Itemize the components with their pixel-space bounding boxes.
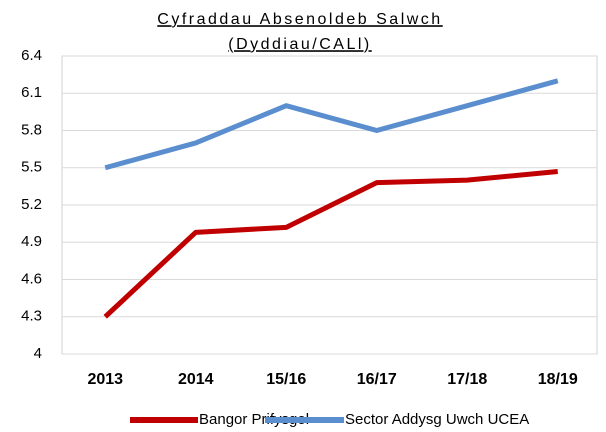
y-tick-label: 5.2: [21, 196, 42, 213]
y-tick-label: 5.8: [21, 121, 42, 138]
series-line: [104, 78, 559, 171]
y-tick-label: 4: [34, 345, 42, 362]
legend-label: Bangor Prifysgol: [199, 411, 309, 428]
chart-subtitle: (Dyddiau/CALl): [228, 36, 371, 53]
x-tick-label: 2014: [178, 371, 214, 388]
y-tick-label: 4.9: [21, 233, 42, 250]
x-tick-label: 17/18: [447, 371, 487, 388]
series-line: [103, 168, 558, 319]
y-tick-label: 4.3: [21, 308, 42, 325]
x-tick-label: 18/19: [538, 371, 578, 388]
y-tick-label: 6.1: [21, 84, 42, 101]
legend-label: Sector Addysg Uwch UCEA: [345, 411, 529, 428]
chart-title: Cyfraddau Absenoldeb Salwch: [157, 11, 442, 28]
x-tick-label: 15/16: [266, 371, 306, 388]
y-tick-label: 6.4: [21, 47, 42, 64]
x-tick-label: 2013: [87, 371, 123, 388]
y-tick-label: 4.6: [21, 270, 42, 287]
y-tick-label: 5.5: [21, 159, 42, 176]
x-tick-label: 16/17: [357, 371, 397, 388]
